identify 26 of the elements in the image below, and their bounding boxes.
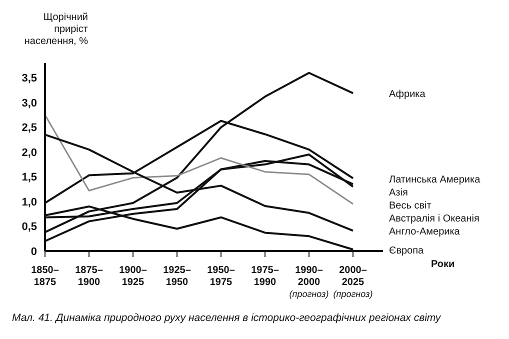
- text: Африка: [389, 89, 426, 100]
- y-tick-label: 0: [30, 246, 37, 258]
- text: Європа: [389, 246, 424, 257]
- text: Австралія і Океанія: [389, 213, 480, 224]
- x-tick-label: 1850– 1875: [31, 265, 60, 288]
- x-tick-label: 1950– 1975: [207, 265, 236, 288]
- x-tick-label: 1990– 2000 (прогноз): [289, 265, 329, 299]
- x-tick-label: 1925– 1950: [163, 265, 192, 288]
- x-tick-label: 1900– 1925: [119, 265, 148, 288]
- text: Латинська Америка: [389, 174, 481, 186]
- x-tick-label: 1975– 1990: [251, 265, 280, 288]
- y-tick-label: 1,5: [22, 172, 37, 184]
- y-tick-label: 2,5: [22, 122, 37, 134]
- y-axis-title: Щорічний приріст населення, %: [23, 12, 88, 48]
- y-tick-label: 3,5: [22, 72, 37, 85]
- x-axis-title: Роки: [431, 259, 455, 270]
- y-tick-label: 0,5: [22, 221, 37, 234]
- text: Весь світ: [389, 200, 432, 212]
- y-tick-label: 1,0: [22, 196, 37, 208]
- text: Мал. 41. Динаміка природного руху населення в історико-географічних регіонах світу: [12, 312, 441, 324]
- y-tick-label: 2,0: [22, 146, 37, 159]
- x-tick-label: 2000– 2025 (прогноз): [333, 265, 373, 299]
- text: Англо-Америка: [389, 226, 460, 238]
- text: Азія: [389, 187, 408, 198]
- y-tick-label: 3,0: [22, 97, 37, 110]
- x-tick-label: 1875– 1900: [75, 265, 104, 288]
